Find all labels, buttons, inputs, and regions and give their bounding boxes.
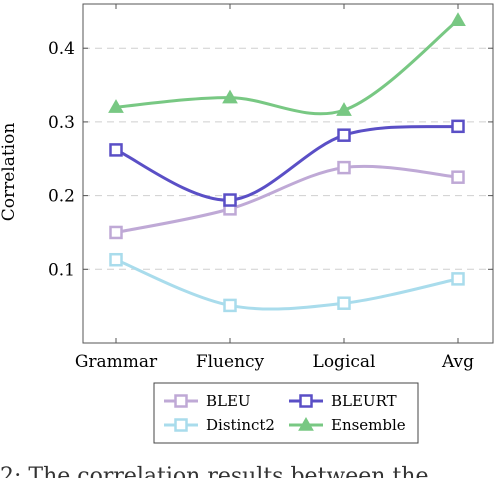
x-tick-label: Fluency [196, 352, 265, 372]
legend-marker [298, 416, 314, 431]
x-axis: Grammar Fluency Logical Avg [75, 4, 474, 372]
series-line-bleurt [115, 124, 459, 202]
plot-frame [82, 3, 494, 344]
chart: 0.1 0.2 0.3 0.4 Grammar Fluency Logical Avg Co… [0, 3, 494, 444]
series-line-ensemble [115, 19, 459, 116]
series-line-bleu [115, 164, 459, 234]
legend: BLEU BLEURT Distinct2 Ensemble [153, 382, 419, 444]
y-tick-label: 0.4 [48, 39, 75, 59]
legend-item-bleurt: BLEURT [289, 392, 397, 410]
data-point-distinct2 [451, 272, 465, 286]
series-distinct2 [109, 252, 465, 313]
legend-marker [299, 394, 313, 408]
series-bleurt [109, 119, 465, 207]
legend-item-bleu: BLEU [164, 392, 251, 410]
data-point-bleurt [451, 119, 465, 134]
grid [83, 47, 493, 270]
legend-item-ensemble: Ensemble [289, 416, 406, 434]
data-point-ensemble [336, 102, 352, 116]
legend-marker [174, 394, 188, 408]
legend-marker [174, 418, 188, 432]
x-tick-label: Grammar [75, 352, 158, 372]
caption: 2: The correlation results between the [0, 464, 429, 478]
legend-box [153, 382, 419, 444]
y-axis: 0.1 0.2 0.3 0.4 [48, 39, 493, 280]
legend-item-distinct2: Distinct2 [164, 416, 275, 434]
series-line-distinct2 [115, 258, 459, 311]
data-point-bleurt [223, 193, 237, 207]
data-point-ensemble [222, 89, 238, 104]
data-point-bleurt [337, 128, 351, 142]
series-bleu [109, 160, 465, 240]
data-point-distinct2 [337, 296, 351, 310]
legend-label-bleu: BLEU [206, 392, 251, 410]
x-tick-label: Avg [441, 352, 474, 372]
y-tick-label: 0.2 [48, 187, 75, 207]
data-point-bleu [451, 170, 465, 184]
series-ensemble [108, 12, 466, 116]
series-layer [108, 12, 466, 313]
data-point-distinct2 [109, 252, 123, 267]
y-tick-label: 0.3 [48, 113, 75, 133]
legend-label-ensemble: Ensemble [331, 416, 406, 434]
data-point-bleurt [109, 143, 123, 157]
data-point-ensemble [450, 12, 466, 26]
data-point-bleu [109, 225, 123, 240]
data-point-ensemble [108, 99, 124, 113]
legend-label-bleurt: BLEURT [331, 392, 397, 410]
y-tick-label: 0.1 [48, 260, 75, 280]
legend-label-distinct2: Distinct2 [206, 416, 275, 434]
x-tick-label: Logical [313, 352, 376, 372]
data-point-bleu [337, 160, 351, 175]
y-axis-title: Correlation [0, 123, 19, 222]
data-point-distinct2 [223, 298, 237, 313]
